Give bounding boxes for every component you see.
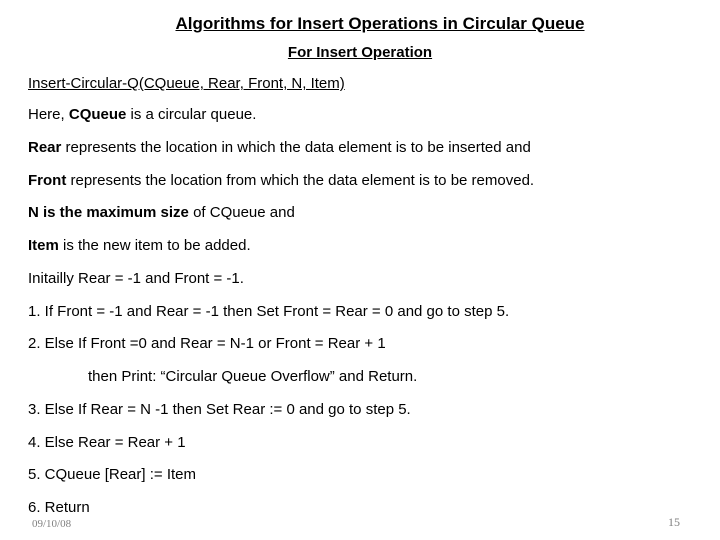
main-title: Algorithms for Insert Operations in Circ… xyxy=(68,14,692,34)
text: is the new item to be added. xyxy=(59,237,251,254)
step-5: 5. CQueue [Rear] := Item xyxy=(28,466,692,485)
step-3: 3. Else If Rear = N -1 then Set Rear := … xyxy=(28,401,692,420)
term-rear: Rear xyxy=(28,139,61,156)
text: represents the location in which the dat… xyxy=(61,139,530,156)
text: represents the location from which the d… xyxy=(66,172,534,189)
footer-date: 09/10/08 xyxy=(32,518,71,530)
init-line: Initailly Rear = -1 and Front = -1. xyxy=(28,270,692,289)
text: Here, xyxy=(28,106,69,123)
term-front: Front xyxy=(28,172,66,189)
step-2: 2. Else If Front =0 and Rear = N-1 or Fr… xyxy=(28,335,692,354)
def-front: Front represents the location from which… xyxy=(28,172,692,191)
def-item: Item is the new item to be added. xyxy=(28,237,692,256)
text: is a circular queue. xyxy=(126,106,256,123)
def-cqueue: Here, CQueue is a circular queue. xyxy=(28,106,692,125)
text: of CQueue and xyxy=(189,204,295,221)
function-signature: Insert-Circular-Q(CQueue, Rear, Front, N… xyxy=(28,75,692,92)
term-item: Item xyxy=(28,237,59,254)
step-2-cont: then Print: “Circular Queue Overflow” an… xyxy=(28,368,692,387)
term-n: N is the maximum size xyxy=(28,204,189,221)
step-1: 1. If Front = -1 and Rear = -1 then Set … xyxy=(28,303,692,322)
step-6: 6. Return xyxy=(28,499,692,518)
def-rear: Rear represents the location in which th… xyxy=(28,139,692,158)
footer-page-number: 15 xyxy=(668,515,680,530)
def-n: N is the maximum size of CQueue and xyxy=(28,204,692,223)
term-cqueue: CQueue xyxy=(69,106,127,123)
subtitle: For Insert Operation xyxy=(28,44,692,61)
step-4: 4. Else Rear = Rear + 1 xyxy=(28,434,692,453)
